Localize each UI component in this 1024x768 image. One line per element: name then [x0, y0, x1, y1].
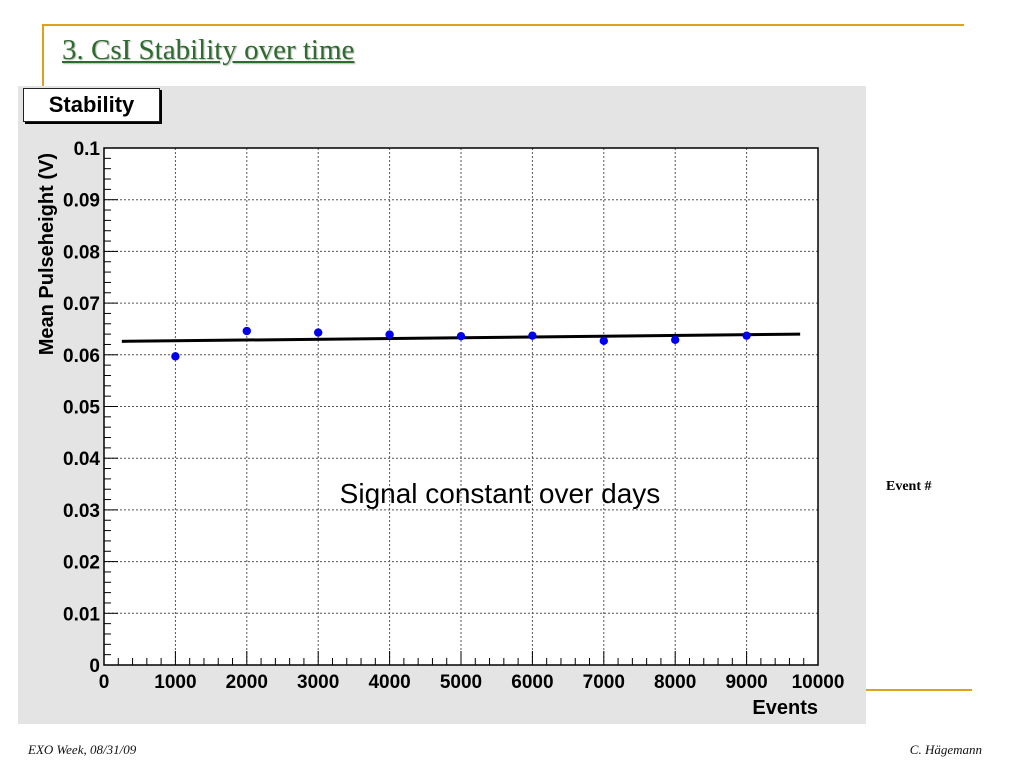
data-point	[314, 328, 323, 337]
y-tick-label: 0.1	[74, 139, 101, 160]
y-tick-label: 0.06	[63, 346, 100, 367]
data-point	[171, 352, 180, 361]
x-tick-label: 8000	[654, 672, 696, 693]
y-axis-label: Mean Pulseheight (V)	[36, 153, 58, 355]
data-point	[242, 326, 251, 336]
y-tick-label: 0.03	[63, 501, 100, 522]
y-tick-label: 0.02	[63, 553, 100, 574]
y-tick-label: 0.05	[63, 398, 100, 419]
data-point	[456, 331, 466, 341]
data-point	[385, 330, 394, 339]
footer-right: C. Hägemann	[909, 742, 982, 757]
x-axis-label: Events	[752, 697, 818, 719]
data-point	[742, 331, 751, 340]
x-tick-label: 1000	[154, 672, 196, 693]
y-tick-label: 0.07	[63, 294, 100, 315]
x-tick-label: 7000	[583, 672, 625, 693]
y-tick-label: 0.09	[63, 191, 100, 212]
x-tick-label: 0	[99, 672, 110, 693]
x-tick-label: 2000	[226, 672, 268, 693]
header-vertical-rule	[42, 24, 44, 86]
slide-title: 3. CsI Stability over time	[62, 34, 355, 66]
data-point	[528, 331, 537, 340]
data-point	[599, 336, 608, 346]
chart-annotation: Signal constant over days	[340, 478, 661, 509]
plot-frame	[103, 147, 819, 666]
y-tick-label: 0	[89, 656, 100, 677]
side-label: Event #	[886, 479, 932, 494]
y-tick-label: 0.04	[63, 449, 100, 470]
x-tick-label: 10000	[792, 672, 845, 693]
y-tick-label: 0.08	[63, 242, 100, 263]
x-tick-label: 3000	[297, 672, 339, 693]
x-tick-label: 9000	[725, 672, 767, 693]
footer-rule	[866, 689, 972, 691]
x-tick-label: 6000	[511, 672, 553, 693]
chart-title-box: Stability	[23, 88, 160, 122]
data-point	[671, 335, 680, 345]
header-rule	[42, 24, 964, 26]
x-tick-label: 4000	[368, 672, 410, 693]
y-tick-label: 0.01	[63, 604, 100, 625]
footer-left: EXO Week, 08/31/09	[28, 742, 137, 757]
x-tick-label: 5000	[440, 672, 482, 693]
